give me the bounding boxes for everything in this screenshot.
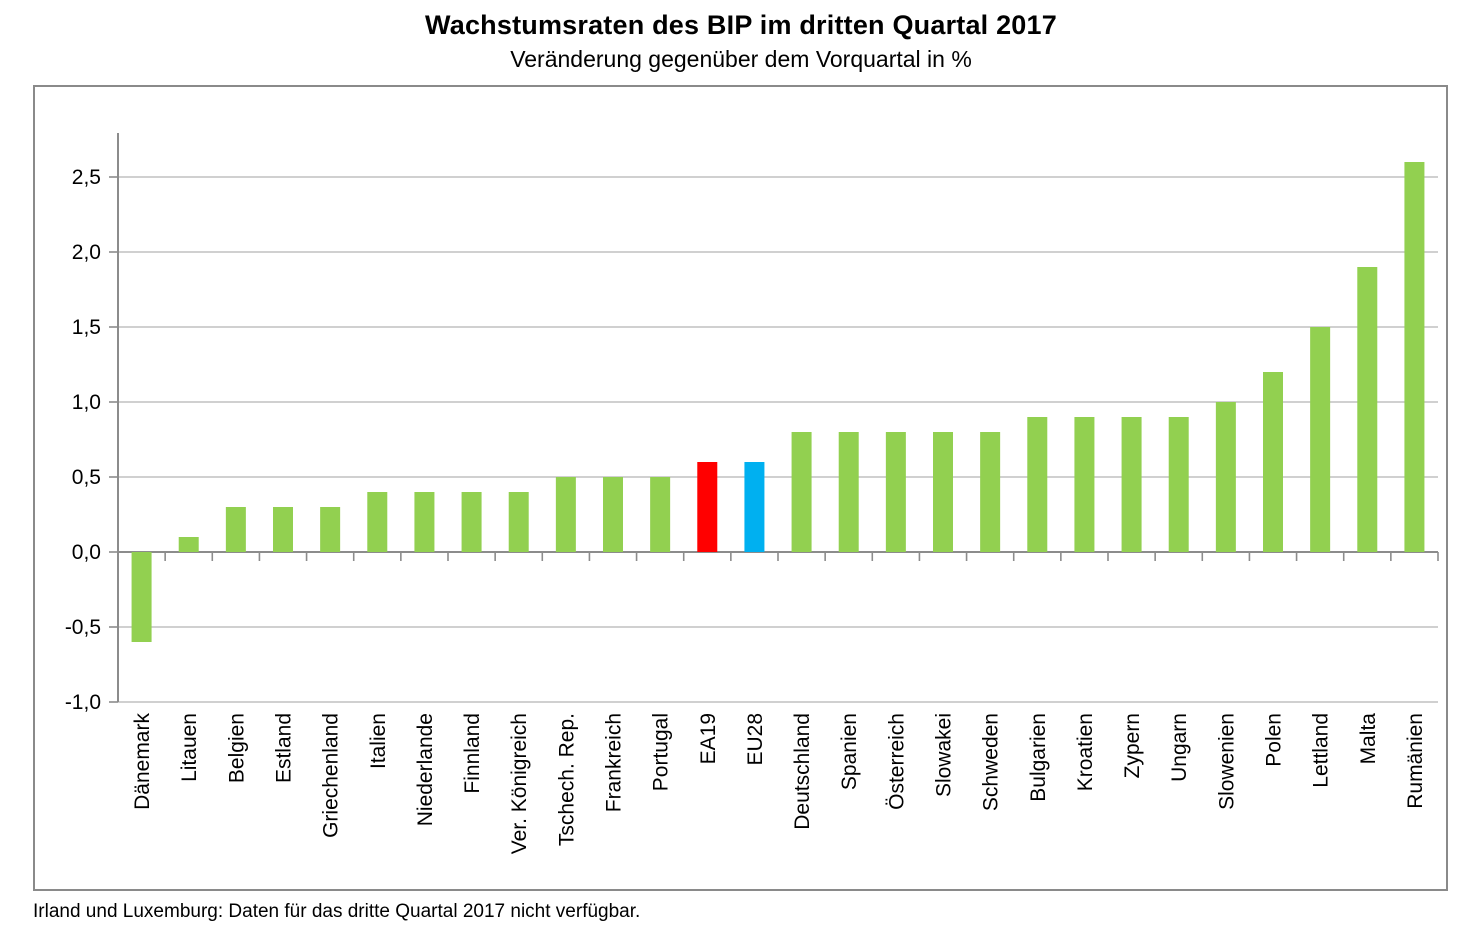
x-category-label-ea19: EA19 <box>697 713 720 764</box>
bar-belgien <box>225 507 246 552</box>
bar-dänemark <box>131 552 152 642</box>
x-category-label-italien: Italien <box>367 713 390 769</box>
bar-portugal <box>650 477 671 552</box>
bar-eu28 <box>744 462 765 552</box>
x-category-label-kroatien: Kroatien <box>1074 713 1097 791</box>
x-category-label-malta: Malta <box>1357 713 1380 765</box>
x-category-label-ungarn: Ungarn <box>1168 713 1191 782</box>
bar-bulgarien <box>1027 417 1048 552</box>
bar-griechenland <box>320 507 341 552</box>
x-category-label-estland: Estland <box>273 713 296 783</box>
bar-frankreich <box>603 477 623 552</box>
y-tick-label: 1,0 <box>72 391 101 414</box>
y-tick-label: -0,5 <box>65 616 101 639</box>
bar-ea19 <box>697 462 718 552</box>
bar-malta <box>1357 267 1378 552</box>
x-category-label-eu28: EU28 <box>744 713 767 766</box>
bar-österreich <box>885 432 906 552</box>
footnote: Irland und Luxemburg: Daten für das drit… <box>33 901 641 922</box>
x-category-label-zypern: Zypern <box>1121 713 1144 778</box>
bar-slowakei <box>933 432 953 552</box>
chart-frame: 2,5 2,0 1,5 1,0 0,5 0,0 -0,5 -1,0 Dänemark Litaue… <box>33 85 1448 891</box>
x-category-label-finnland: Finnland <box>461 713 484 794</box>
bar-niederlande <box>414 492 435 552</box>
y-tick-label: 0,0 <box>72 541 101 564</box>
x-category-label-niederlande: Niederlande <box>414 713 437 826</box>
bar-tschech-rep <box>555 477 576 552</box>
y-tick-label: 1,5 <box>72 316 101 339</box>
chart-subtitle: Veränderung gegenüber dem Vorquartal in … <box>510 46 972 72</box>
chart-title: Wachstumsraten des BIP im dritten Quarta… <box>425 10 1057 40</box>
x-category-label-schweden: Schweden <box>980 713 1003 811</box>
x-category-label-dänemark: Dänemark <box>131 713 154 810</box>
bar-lettland <box>1310 327 1331 552</box>
y-tick-label: -1,0 <box>65 691 101 714</box>
x-category-label-tschech-rep: Tschech. Rep. <box>555 713 578 846</box>
bar-ungarn <box>1168 417 1189 552</box>
y-tick-label: 2,0 <box>72 241 101 264</box>
bar-polen <box>1263 372 1283 552</box>
x-category-label-griechenland: Griechenland <box>320 713 343 838</box>
bar-schweden <box>980 432 1001 552</box>
x-category-label-litauen: Litauen <box>178 713 201 782</box>
x-category-label-spanien: Spanien <box>838 713 861 790</box>
bar-slowenien <box>1215 402 1236 552</box>
bar-estland <box>273 507 293 552</box>
bar-litauen <box>178 537 199 552</box>
bar-zypern <box>1121 417 1142 552</box>
bar-deutschland <box>791 432 812 552</box>
x-category-label-slowakei: Slowakei <box>933 713 956 797</box>
x-category-label-österreich: Österreich <box>885 713 908 810</box>
x-category-label-deutschland: Deutschland <box>791 713 814 830</box>
bar-chart-canvas: 2,5 2,0 1,5 1,0 0,5 0,0 -0,5 -1,0 Dänemark Litaue… <box>65 133 1439 854</box>
bar-spanien <box>838 432 859 552</box>
x-category-label-frankreich: Frankreich <box>603 713 626 812</box>
bar-rumänien <box>1404 162 1425 552</box>
bar-finnland <box>461 492 482 552</box>
x-category-label-portugal: Portugal <box>650 713 673 791</box>
y-tick-label: 2,5 <box>72 166 101 189</box>
x-category-label-rumänien: Rumänien <box>1404 713 1427 809</box>
bar-kroatien <box>1074 417 1095 552</box>
bar-italien <box>367 492 388 552</box>
x-category-label-ver-königreich: Ver. Königreich <box>508 713 531 854</box>
x-category-label-polen: Polen <box>1263 713 1286 767</box>
x-category-label-belgien: Belgien <box>225 713 248 783</box>
x-category-label-slowenien: Slowenien <box>1215 713 1238 810</box>
y-tick-label: 0,5 <box>72 466 101 489</box>
x-category-label-bulgarien: Bulgarien <box>1027 713 1050 802</box>
bar-ver-königreich <box>508 492 529 552</box>
x-category-label-lettland: Lettland <box>1310 713 1333 788</box>
